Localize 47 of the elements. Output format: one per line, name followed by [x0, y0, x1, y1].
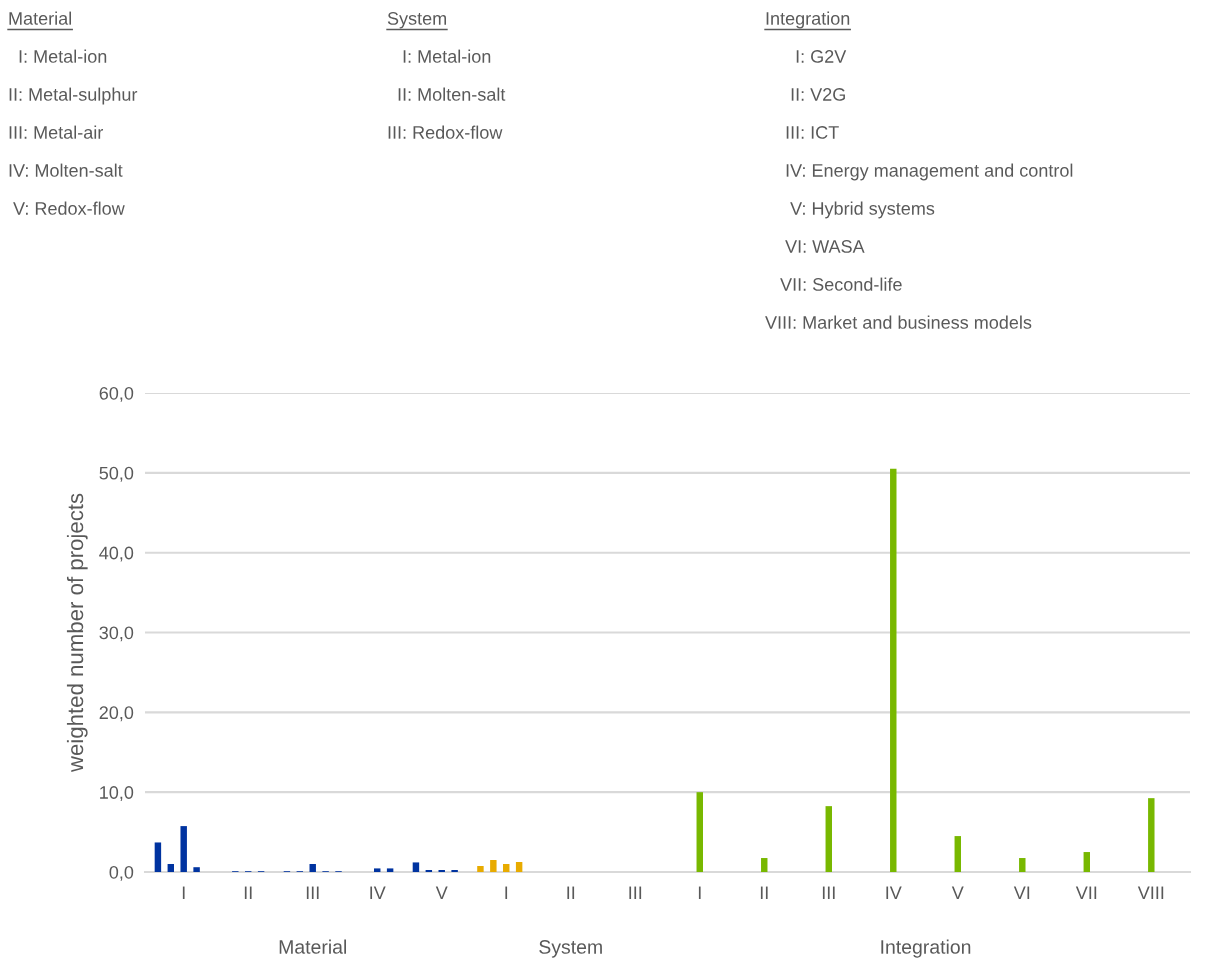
x-tick-label: I: [182, 886, 185, 899]
bar: [1148, 798, 1155, 872]
bar: [954, 836, 961, 872]
x-tick-label: I: [698, 886, 701, 899]
x-tick-label: IV: [370, 886, 386, 899]
bar: [193, 867, 200, 872]
x-tick-label: II: [760, 886, 768, 899]
x-tick-label: V: [951, 886, 964, 899]
x-tick-label: VI: [1013, 886, 1030, 899]
bar: [490, 860, 497, 872]
x-tick-label: III: [629, 886, 642, 899]
bar: [890, 468, 897, 872]
x-tick-label: VII: [1075, 886, 1097, 899]
y-tick-label: 30,0: [99, 626, 134, 642]
x-tick-label: II: [244, 886, 252, 899]
bar: [412, 862, 420, 872]
y-tick-label: 0,0: [109, 865, 134, 881]
x-tick-label: VIII: [1137, 886, 1164, 899]
text: Material: [279, 939, 346, 954]
bar: [761, 858, 768, 872]
bar: [386, 868, 394, 872]
y-tick-label: 40,0: [99, 546, 134, 562]
bar: [154, 842, 162, 872]
bar: [515, 862, 523, 872]
bar: [167, 864, 175, 872]
bar: [503, 864, 510, 872]
x-tick-label: III: [822, 886, 835, 899]
x-tick-label: I: [505, 886, 508, 899]
y-tick-label: 50,0: [99, 466, 134, 482]
y-tick-label: 20,0: [99, 706, 134, 722]
x-tick-label: III: [306, 886, 319, 899]
x-tick-label: V: [435, 886, 448, 899]
text: System I: Metal-ion II: Molten-salt III: Redox-flow: [387, 12, 506, 139]
y-tick-label: 10,0: [100, 786, 134, 802]
y-tick-label: 60,0: [99, 386, 134, 402]
x-tick-label: IV: [886, 886, 902, 899]
x-tick-label: II: [567, 886, 575, 899]
bar: [477, 866, 484, 872]
bar: [1019, 858, 1026, 872]
text: Integration: [881, 939, 971, 958]
text: Material I: Metal-ion II: Metal-sulphur III: Metal-air IV: Molten-salt V: Redox-flow: [9, 11, 138, 215]
bar: [825, 806, 832, 872]
text: System: [539, 940, 602, 958]
y-axis-title: weighted number of projects: [66, 493, 88, 773]
bar: [696, 792, 703, 872]
text: Integration I: G2V II: V2G III: ICT IV: Energy management and control V: Hybrid systems VI: WASA VII: Second-life VIII: Market and business models: [765, 11, 1073, 329]
bar: [1083, 852, 1091, 872]
